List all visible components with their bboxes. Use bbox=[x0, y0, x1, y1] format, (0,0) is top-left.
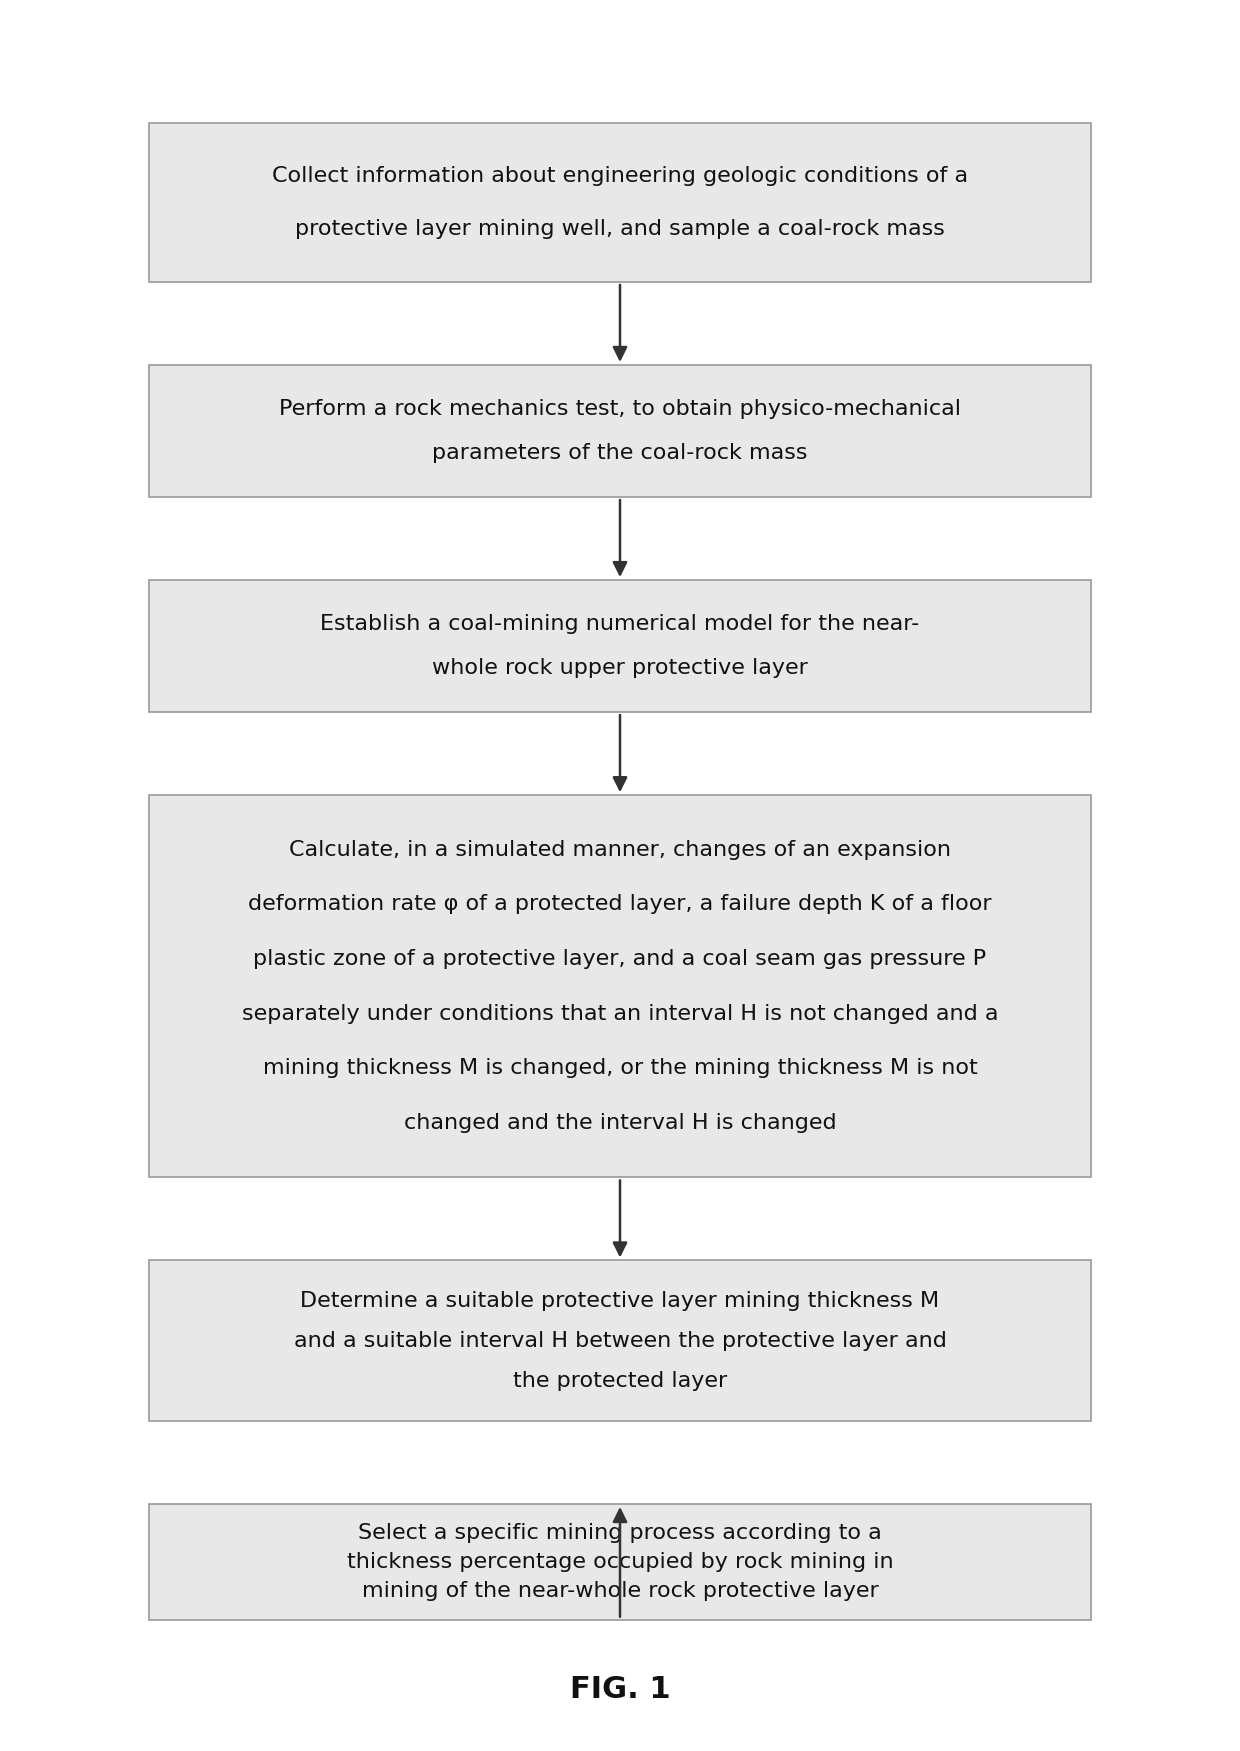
Text: Select a specific mining process according to a: Select a specific mining process accordi… bbox=[358, 1523, 882, 1543]
FancyBboxPatch shape bbox=[149, 795, 1091, 1177]
Text: and a suitable interval H between the protective layer and: and a suitable interval H between the pr… bbox=[294, 1331, 946, 1350]
Text: protective layer mining well, and sample a coal-rock mass: protective layer mining well, and sample… bbox=[295, 219, 945, 238]
Text: Establish a coal-mining numerical model for the near-: Establish a coal-mining numerical model … bbox=[320, 615, 920, 634]
FancyBboxPatch shape bbox=[149, 580, 1091, 713]
Text: Calculate, in a simulated manner, changes of an expansion: Calculate, in a simulated manner, change… bbox=[289, 840, 951, 860]
FancyBboxPatch shape bbox=[149, 364, 1091, 497]
Text: thickness percentage occupied by rock mining in: thickness percentage occupied by rock mi… bbox=[347, 1551, 893, 1572]
Text: plastic zone of a protective layer, and a coal seam gas pressure P: plastic zone of a protective layer, and … bbox=[253, 949, 987, 968]
Text: parameters of the coal-rock mass: parameters of the coal-rock mass bbox=[433, 443, 807, 462]
FancyBboxPatch shape bbox=[149, 123, 1091, 282]
Text: whole rock upper protective layer: whole rock upper protective layer bbox=[432, 658, 808, 678]
Text: Determine a suitable protective layer mining thickness M: Determine a suitable protective layer mi… bbox=[300, 1290, 940, 1310]
FancyBboxPatch shape bbox=[149, 1504, 1091, 1620]
Text: changed and the interval H is changed: changed and the interval H is changed bbox=[404, 1114, 836, 1133]
Text: Collect information about engineering geologic conditions of a: Collect information about engineering ge… bbox=[272, 166, 968, 186]
Text: the protected layer: the protected layer bbox=[513, 1371, 727, 1390]
FancyBboxPatch shape bbox=[149, 1261, 1091, 1422]
Text: FIG. 1: FIG. 1 bbox=[569, 1676, 671, 1704]
Text: mining of the near-whole rock protective layer: mining of the near-whole rock protective… bbox=[362, 1581, 878, 1600]
Text: Perform a rock mechanics test, to obtain physico-mechanical: Perform a rock mechanics test, to obtain… bbox=[279, 399, 961, 418]
Text: mining thickness M is changed, or the mining thickness M is not: mining thickness M is changed, or the mi… bbox=[263, 1058, 977, 1079]
Text: separately under conditions that an interval H is not changed and a: separately under conditions that an inte… bbox=[242, 1003, 998, 1024]
Text: deformation rate φ of a protected layer, a failure depth K of a floor: deformation rate φ of a protected layer,… bbox=[248, 895, 992, 914]
